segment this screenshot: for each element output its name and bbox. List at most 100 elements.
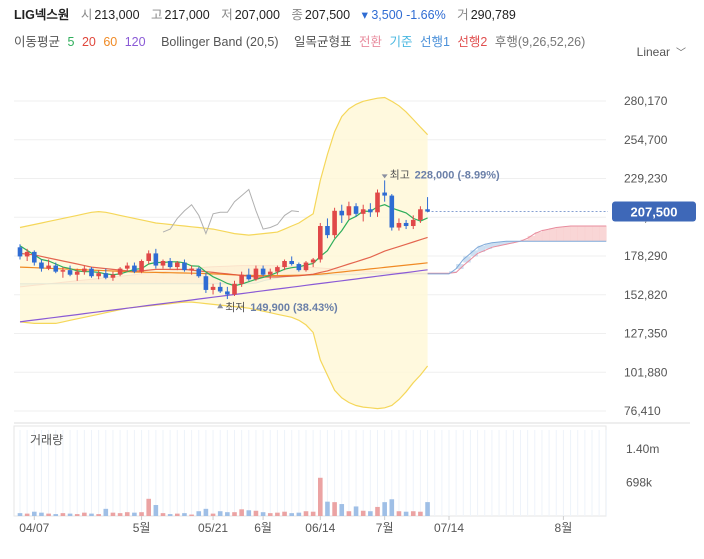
price-tick-label: 152,820 bbox=[624, 288, 668, 302]
price-tick-label: 178,290 bbox=[624, 249, 668, 263]
ma5-label[interactable]: 5 bbox=[67, 35, 75, 49]
ichimoku-cloud-segment bbox=[91, 278, 99, 284]
candle-body bbox=[110, 274, 116, 278]
ichimoku-cloud-segment bbox=[420, 273, 428, 274]
ichimoku-cloud-segment bbox=[34, 283, 42, 285]
candle-body bbox=[310, 259, 316, 263]
volume-bar bbox=[425, 502, 430, 516]
candle-body bbox=[239, 274, 244, 284]
ichimoku-cloud-segment bbox=[148, 272, 157, 284]
ichimoku-cloud-segment bbox=[177, 269, 185, 284]
volume-bar bbox=[82, 512, 87, 516]
ichimoku-cloud-segment bbox=[70, 281, 78, 284]
ichimoku-base-label[interactable]: 기준 bbox=[389, 35, 413, 49]
ma60-line bbox=[19, 262, 428, 277]
volume-bar bbox=[332, 502, 337, 516]
ichimoku-label[interactable]: 일목균형표 bbox=[293, 35, 352, 49]
ichimoku-cloud-segment bbox=[484, 243, 493, 249]
volume-bar bbox=[74, 514, 80, 516]
price-pane bbox=[14, 70, 606, 420]
bollinger-label[interactable]: Bollinger Band (20,5) bbox=[161, 35, 279, 49]
ichimoku-cloud-segment bbox=[577, 226, 586, 242]
volume-bar bbox=[282, 511, 287, 516]
ma60-label[interactable]: 60 bbox=[103, 35, 118, 49]
ichimoku-cloud-segment bbox=[327, 268, 335, 275]
ichimoku-cloud-segment bbox=[198, 267, 207, 284]
ichimoku-cloud-segment bbox=[592, 226, 600, 242]
candle-body bbox=[289, 261, 294, 265]
candle-body bbox=[396, 222, 402, 228]
ma-label[interactable]: 이동평균 bbox=[14, 35, 61, 49]
ichimoku-cloud-segment bbox=[291, 266, 300, 276]
price-tick-label: 280,170 bbox=[624, 94, 668, 108]
ichimoku-cloud-segment bbox=[134, 274, 142, 284]
candle-body bbox=[189, 268, 194, 271]
x-tick-label: 06/14 bbox=[305, 521, 335, 535]
open-value: 213,000 bbox=[94, 8, 140, 22]
candle-body bbox=[60, 270, 66, 272]
volume-bar bbox=[368, 511, 373, 516]
volume-bar bbox=[175, 513, 180, 516]
ichimoku-cloud-segment bbox=[84, 279, 92, 284]
volume-bar bbox=[110, 512, 116, 516]
ichimoku-cloud-segment bbox=[520, 239, 528, 242]
ichimoku-lead1-label[interactable]: 선행1 bbox=[419, 35, 450, 49]
ichimoku-cloud-segment bbox=[384, 272, 393, 274]
ma20-label[interactable]: 20 bbox=[81, 35, 96, 49]
candle-body bbox=[46, 265, 51, 269]
candle-body bbox=[182, 262, 187, 271]
ichimoku-conversion-label[interactable]: 전환 bbox=[358, 35, 382, 49]
ichimoku-cloud-segment bbox=[513, 241, 521, 242]
ichimoku-cloud-segment bbox=[270, 265, 278, 279]
ichimoku-cloud-segment bbox=[549, 228, 557, 242]
scale-selector[interactable]: Linear ﹀ bbox=[637, 44, 686, 59]
low-marker-icon bbox=[217, 303, 224, 309]
candle-body bbox=[82, 268, 87, 272]
ichimoku-cloud-segment bbox=[48, 283, 57, 284]
volume-bar bbox=[146, 498, 151, 516]
candle-body bbox=[339, 210, 345, 216]
candle-body bbox=[375, 192, 380, 213]
ichimoku-cloud-segment bbox=[348, 270, 357, 275]
candle-body bbox=[24, 251, 30, 257]
volume-bar bbox=[232, 512, 237, 516]
volume-bar bbox=[124, 512, 130, 516]
candle-body bbox=[32, 251, 37, 263]
volume-bar bbox=[303, 511, 309, 516]
ichimoku-cloud-segment bbox=[163, 271, 171, 284]
candle-body bbox=[139, 261, 144, 272]
candle-body bbox=[246, 274, 252, 280]
ichimoku-cloud-segment bbox=[456, 264, 464, 269]
volume-bar bbox=[189, 514, 194, 516]
volume-bar bbox=[160, 513, 166, 516]
ichimoku-cloud-segment bbox=[227, 266, 235, 284]
volume-bar bbox=[182, 513, 187, 516]
volume-bar bbox=[167, 514, 173, 516]
ichimoku-cloud-segment bbox=[570, 226, 578, 242]
high-label: 고 bbox=[151, 8, 163, 22]
ichimoku-cloud-segment bbox=[170, 270, 178, 284]
ichimoku-lead2-label[interactable]: 선행2 bbox=[457, 35, 488, 49]
candle-body bbox=[67, 270, 73, 275]
ichimoku-lagging-label[interactable]: 후행(9,26,52,26) bbox=[494, 35, 586, 49]
volume-pane bbox=[13, 425, 607, 517]
ma120-label[interactable]: 120 bbox=[124, 35, 146, 49]
ma20-line bbox=[19, 236, 428, 278]
volume-bar bbox=[325, 501, 330, 516]
volume-bar bbox=[203, 508, 209, 516]
x-tick-label: 07/14 bbox=[434, 521, 464, 535]
volume-bar bbox=[46, 513, 51, 516]
ichimoku-cloud-segment bbox=[105, 277, 114, 284]
candle-body bbox=[103, 273, 109, 278]
candle-body bbox=[89, 268, 94, 277]
ichimoku-lead2-line bbox=[20, 240, 607, 285]
x-tick-label: 5월 bbox=[133, 521, 151, 535]
low-annotation-label: 최저 bbox=[225, 301, 245, 314]
ichimoku-cloud-segment bbox=[377, 271, 385, 274]
volume-value: 290,789 bbox=[470, 8, 516, 22]
ichimoku-cloud-segment bbox=[427, 273, 435, 274]
ichimoku-cloud-segment bbox=[234, 265, 242, 284]
volume-bar bbox=[24, 513, 30, 516]
candle-body bbox=[267, 271, 273, 275]
